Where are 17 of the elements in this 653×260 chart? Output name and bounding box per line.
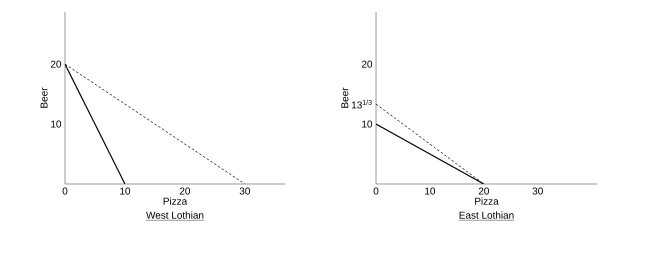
text: West Lothian — [146, 211, 204, 219]
x-tick-label: 30 — [532, 188, 543, 195]
x-axis-title: Pizza — [164, 197, 188, 205]
x-tick-label: 10 — [425, 188, 436, 195]
x-axis-title: Pizza — [475, 197, 499, 205]
y-tick-label: 20 — [362, 60, 372, 68]
x-tick-label: 20 — [180, 188, 190, 195]
x-tick-label: 0 — [62, 188, 68, 195]
text: East Lothian — [460, 211, 514, 219]
x-tick-label: 0 — [374, 188, 378, 195]
x-tick-label: 30 — [240, 188, 250, 195]
y-axis-title: Beer — [40, 88, 48, 108]
y-axis-title: Beer — [341, 88, 348, 108]
x-tick-label: 20 — [478, 188, 489, 195]
y-tick-label: 13$^{1/3}$ — [352, 100, 372, 108]
x-tick-label: 10 — [120, 188, 130, 195]
y-tick-label: 10 — [362, 120, 372, 128]
